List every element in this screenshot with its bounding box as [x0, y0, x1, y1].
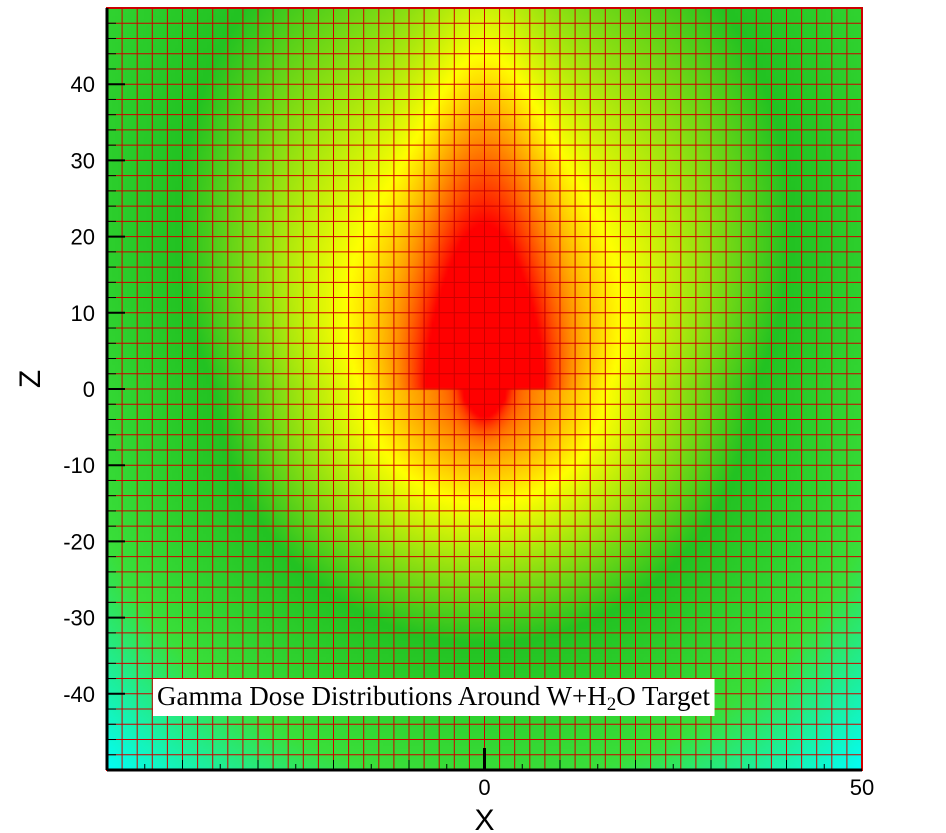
y-tick-label: 20: [71, 225, 95, 250]
annotation-text-part: Gamma Dose Distributions Around W+H: [157, 681, 607, 711]
y-tick-label: -10: [63, 453, 95, 478]
y-tick-label: -30: [63, 606, 95, 631]
annotation-subscript: 2: [607, 694, 617, 715]
annotation-background: [153, 679, 715, 716]
annotation-text: Gamma Dose Distributions Around W+H2O Ta…: [157, 681, 711, 715]
y-tick-label: -40: [63, 682, 95, 707]
annotation-box: Gamma Dose Distributions Around W+H2O Ta…: [153, 679, 715, 716]
y-axis-title: Z: [14, 370, 47, 388]
y-tick-label: 0: [83, 377, 95, 402]
y-tick-label: 30: [71, 148, 95, 173]
x-tick-label: 50: [850, 775, 874, 800]
axes: [105, 8, 862, 772]
annotation-text-part: O Target: [616, 681, 710, 711]
x-axis-title: X: [474, 804, 494, 833]
y-tick-label: 40: [71, 72, 95, 97]
y-tick-label: 10: [71, 301, 95, 326]
mesh-grid: [107, 8, 862, 770]
y-tick-label: -20: [63, 529, 95, 554]
x-tick-label: 0: [478, 775, 490, 800]
tick-labels: 40 30 20 10 0 -10 -20 -30 -40 0 50: [63, 72, 874, 800]
